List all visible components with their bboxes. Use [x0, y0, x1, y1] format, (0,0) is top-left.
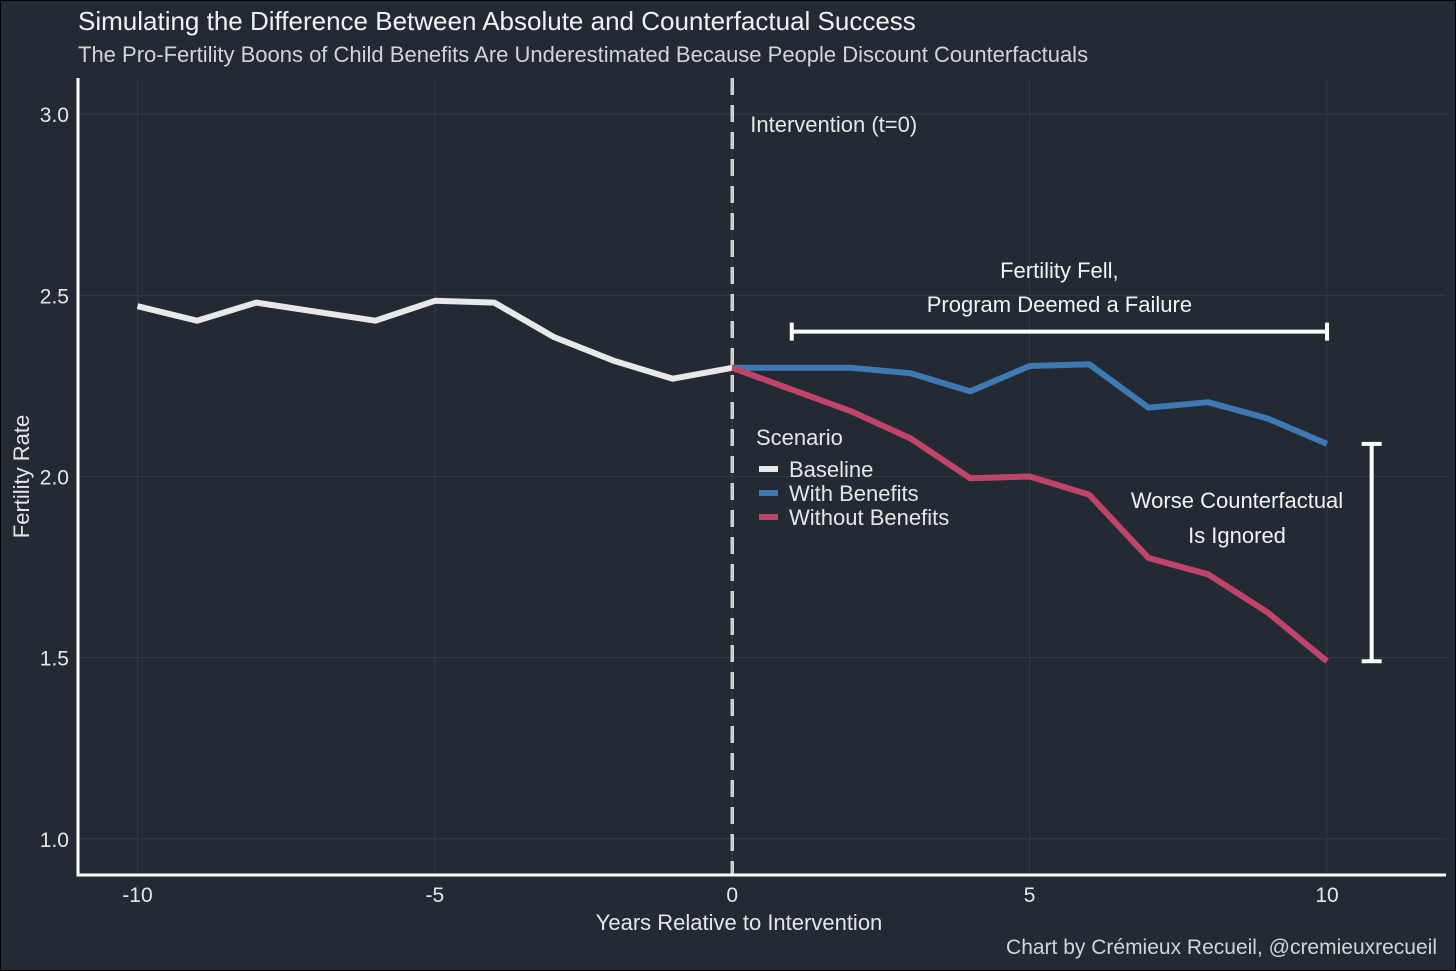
y-tick-label: 2.0	[40, 467, 69, 490]
y-tick-label: 2.5	[40, 285, 69, 308]
chart-caption: Chart by Crémieux Recueil, @cremieuxrecu…	[1006, 936, 1437, 959]
x-axis-title: Years Relative to Intervention	[596, 910, 883, 935]
failure-annotation-line: Program Deemed a Failure	[927, 292, 1192, 317]
legend-title: Scenario	[756, 425, 843, 450]
y-tick-label: 3.0	[40, 104, 69, 127]
intervention-label: Intervention (t=0)	[750, 112, 917, 137]
counterfactual-annotation-line: Is Ignored	[1188, 523, 1286, 548]
chart-title: Simulating the Difference Between Absolu…	[78, 6, 916, 36]
legend-label: With Benefits	[789, 481, 919, 506]
x-tick-label: 10	[1315, 884, 1338, 907]
series-line-with-benefits	[732, 361, 1329, 447]
series-line-baseline	[136, 297, 733, 382]
x-tick-label: 5	[1024, 884, 1036, 907]
series-line-without-benefits	[731, 364, 1329, 664]
legend-label: Baseline	[789, 457, 873, 482]
x-tick-label: -5	[426, 884, 445, 907]
x-tick-label: 0	[726, 884, 738, 907]
x-tick-label: -10	[122, 884, 152, 907]
failure-annotation-line: Fertility Fell,	[1000, 258, 1119, 283]
chart-subtitle: The Pro-Fertility Boons of Child Benefit…	[78, 42, 1089, 67]
legend-label: Without Benefits	[789, 505, 949, 530]
y-axis-title: Fertility Rate	[9, 415, 34, 538]
y-tick-label: 1.0	[40, 829, 69, 852]
counterfactual-annotation-line: Worse Counterfactual	[1131, 488, 1343, 513]
y-tick-label: 1.5	[40, 648, 69, 671]
